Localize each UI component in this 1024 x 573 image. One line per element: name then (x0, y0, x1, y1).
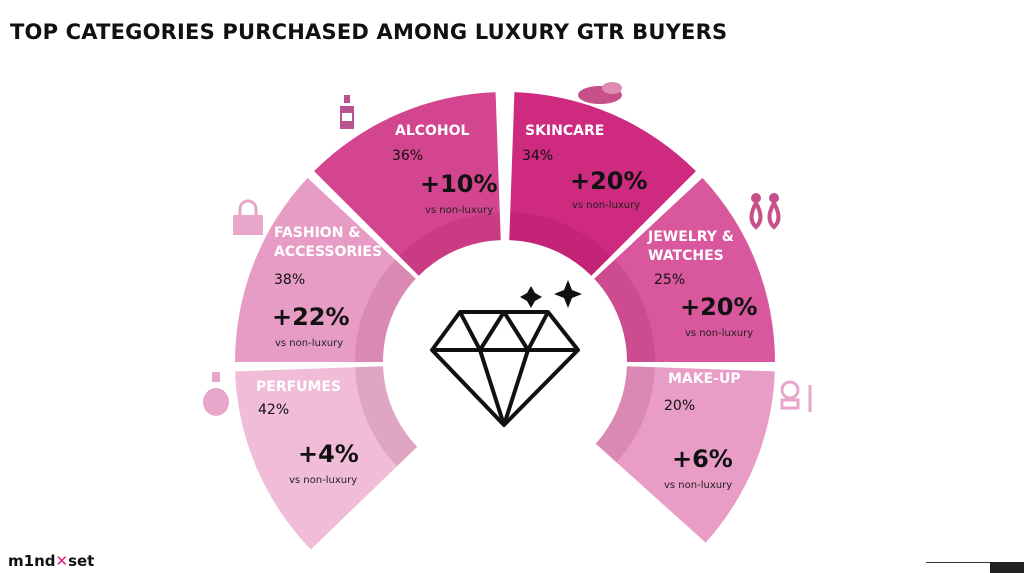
category-share: 34% (522, 148, 554, 164)
segment-inner-band (398, 212, 501, 276)
vs-non-luxury-label: vs non-luxury (275, 338, 344, 349)
footer-divider (926, 562, 990, 563)
perfume-icon (203, 372, 229, 416)
segment-perfumes (235, 366, 418, 550)
category-diff: +20% (570, 167, 648, 195)
segment-skincare (509, 92, 696, 276)
vs-non-luxury-label: vs non-luxury (425, 205, 494, 216)
category-share: 38% (274, 272, 306, 288)
segment-jewelry-watches (594, 177, 775, 362)
diamond-icon (430, 310, 580, 427)
category-label: ALCOHOL (395, 123, 470, 139)
category-share: 25% (654, 272, 686, 288)
segment-inner-band (595, 366, 655, 463)
vs-non-luxury-label: vs non-luxury (289, 475, 358, 486)
category-share: 36% (392, 148, 424, 164)
category-diff: +6% (672, 445, 733, 473)
category-share: 42% (258, 402, 290, 418)
segment-inner-band (509, 212, 612, 276)
cream-jar-icon (578, 82, 622, 104)
category-label: SKINCARE (525, 123, 605, 139)
vs-non-luxury-label: vs non-luxury (664, 480, 733, 491)
handbag-icon (233, 199, 263, 235)
category-share: 20% (664, 398, 696, 414)
segment-fashion-accessories (235, 177, 416, 362)
category-label: MAKE-UP (668, 371, 741, 387)
segment-inner-band (594, 259, 655, 362)
category-diff: +10% (420, 170, 498, 198)
segment-inner-band (355, 259, 416, 362)
page-title: TOP CATEGORIES PURCHASED AMONG LUXURY GT… (10, 20, 728, 44)
segment-alcohol (314, 92, 501, 276)
category-label: FASHION & ACCESSORIES (274, 225, 383, 260)
earrings-icon (749, 193, 781, 230)
category-diff: +4% (298, 440, 359, 468)
vs-non-luxury-label: vs non-luxury (685, 328, 754, 339)
segment-inner-band (355, 366, 418, 467)
bottle-icon (340, 95, 354, 129)
category-diff: +20% (680, 293, 758, 321)
mindset-logo: m1nd✕set (8, 552, 95, 570)
category-label: JEWELRY & WATCHES (648, 229, 734, 264)
segment-make-up (595, 366, 775, 543)
vs-non-luxury-label: vs non-luxury (572, 200, 641, 211)
category-label: PERFUMES (256, 379, 342, 395)
footer-block (990, 562, 1024, 573)
category-diff: +22% (272, 303, 350, 331)
sparkle-icon (520, 280, 582, 308)
compact-mirror-icon (780, 380, 812, 412)
